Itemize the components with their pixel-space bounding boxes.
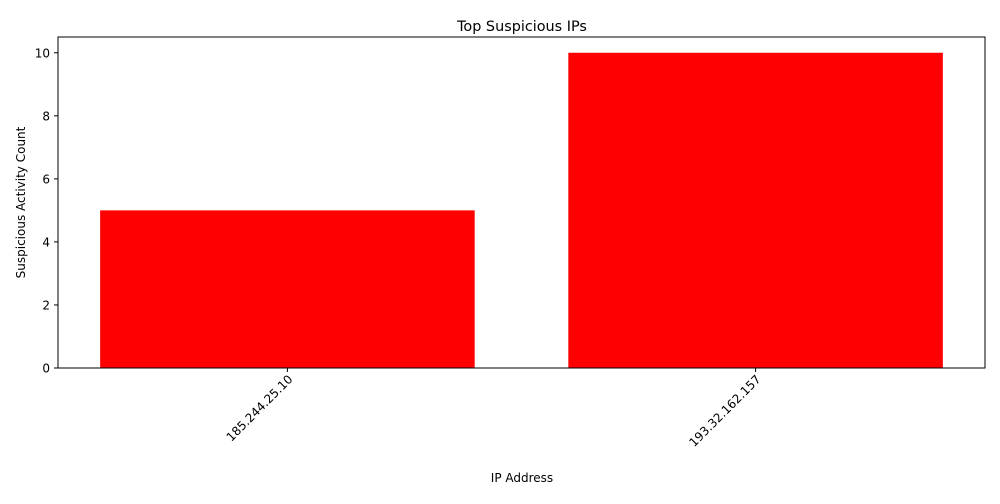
bar-193-32-162-157 [568,52,943,369]
y-axis-label: Suspicious Activity Count [14,126,28,278]
y-tick-label: 8 [42,109,50,123]
plot-frame [57,36,986,369]
x-axis-label: IP Address [491,471,553,485]
y-tick-label: 4 [42,235,50,249]
chart-title: Top Suspicious IPs [456,19,587,35]
y-tick-label: 0 [42,362,50,376]
bar-185-244-25-10 [100,210,475,368]
y-tick-label: 10 [35,46,50,60]
y-axis: 0 2 4 6 8 10 [35,46,58,376]
bars-layer [100,52,943,369]
y-tick-label: 2 [42,298,50,312]
y-tick-label: 6 [42,172,50,186]
